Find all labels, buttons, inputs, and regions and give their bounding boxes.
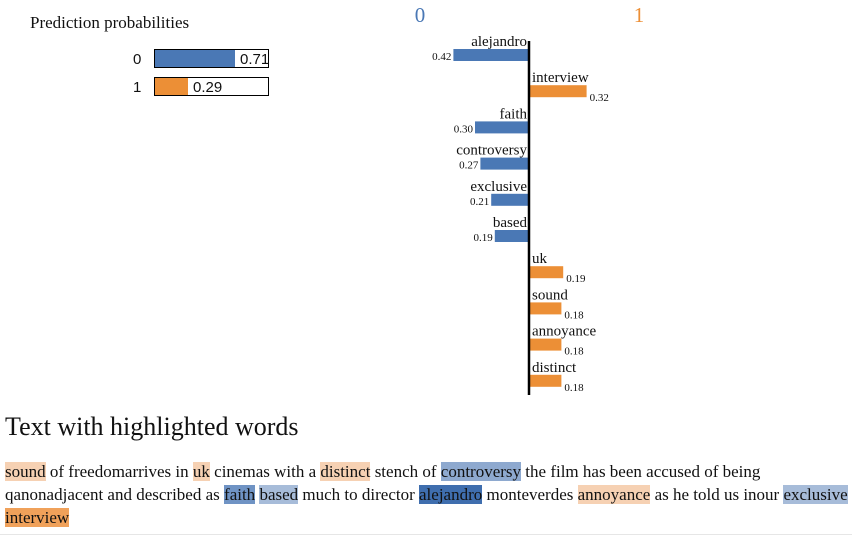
class-1-prob-fill [155,78,188,95]
feature-value-interview: 0.32 [590,92,609,104]
highlighted-word-exclusive: exclusive [783,485,848,504]
prediction-probabilities-panel: Prediction probabilities 0 0.71 1 0.29 [0,0,300,110]
text-fragment: monteverdes [482,485,578,504]
feature-word-based: based [493,215,528,231]
feature-word-distinct: distinct [532,360,577,376]
highlighted-word-distinct: distinct [320,462,371,481]
class-1-label: 1 [133,79,142,96]
text-fragment: of freedomarrives in [45,462,193,481]
highlighted-word-alejandro: alejandro [419,485,483,504]
feature-bar-uk [529,266,564,279]
class-0-prob-fill [155,50,235,67]
feature-word-faith: faith [500,106,528,122]
feature-word-interview: interview [532,70,589,86]
highlighted-word-sound: sound [5,462,46,481]
feature-value-faith: 0.30 [454,123,474,135]
highlighted-text-body: sound of freedomarrives in uk cinemas wi… [5,460,850,529]
class-0-prob-value: 0.71 [240,51,270,68]
feature-word-sound: sound [532,287,568,303]
feature-word-annoyance: annoyance [532,324,596,340]
feature-word-controversy: controversy [456,143,527,159]
feature-bar-faith [475,121,529,134]
prediction-title: Prediction probabilities [30,13,190,32]
feature-bar-based [494,230,529,242]
class-0-header: 0 [415,3,426,27]
highlighted-text-section: Text with highlighted words sound of fre… [5,412,850,529]
class-1-header: 1 [634,3,645,27]
text-fragment: as he told us inour [650,485,784,504]
feature-bar-exclusive [491,193,529,206]
feature-value-controversy: 0.27 [459,160,479,172]
feature-value-distinct: 0.18 [564,382,584,394]
class-1-prob-bar: 0.29 [154,77,269,96]
feature-word-uk: uk [532,251,548,267]
feature-word-exclusive: exclusive [470,179,527,195]
class-1-prob-value: 0.29 [193,79,223,96]
highlighted-word-uk: uk [192,462,210,481]
feature-value-alejandro: 0.42 [432,51,451,63]
class-0-label: 0 [133,51,142,68]
feature-value-annoyance: 0.18 [564,346,584,358]
feature-bar-annoyance [529,338,562,351]
highlighted-word-based: based [259,485,299,504]
feature-word-alejandro: alejandro [471,34,527,50]
feature-bar-sound [529,302,562,315]
feature-bar-controversy [480,157,529,170]
feature-value-sound: 0.18 [564,309,584,321]
feature-bar-alejandro [453,49,529,61]
feature-bar-interview [529,85,587,98]
highlighted-text-title: Text with highlighted words [5,412,299,441]
feature-value-uk: 0.19 [566,273,586,285]
feature-value-exclusive: 0.21 [470,196,489,208]
feature-value-based: 0.19 [474,232,494,244]
text-fragment: stench of [370,462,441,481]
feature-bar-distinct [529,374,562,387]
class-0-prob-bar: 0.71 [154,49,269,68]
text-fragment: cinemas with a [209,462,321,481]
highlighted-word-interview: interview [5,508,70,527]
text-fragment: much to director [298,485,420,504]
highlighted-word-controversy: controversy [440,462,522,481]
highlighted-word-faith: faith [224,485,256,504]
bottom-divider [0,534,852,535]
highlighted-word-annoyance: annoyance [577,485,651,504]
text-fragment: the film has been accused of being qanon… [5,462,761,504]
